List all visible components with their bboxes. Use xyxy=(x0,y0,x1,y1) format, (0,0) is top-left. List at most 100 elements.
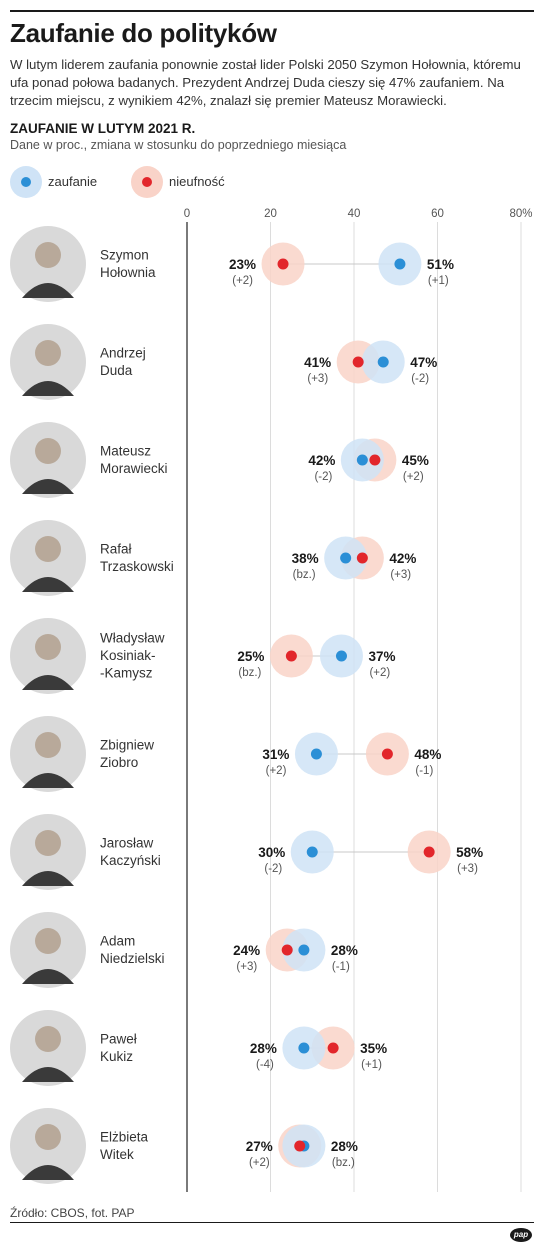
distrust-dot xyxy=(352,356,364,368)
politician-name: Andrzej xyxy=(100,345,146,360)
distrust-dot xyxy=(277,258,289,270)
politician-name: Jarosław xyxy=(100,835,154,850)
distrust-dot xyxy=(423,846,435,858)
portrait-suit xyxy=(22,381,74,396)
distrust-change-label: (+2) xyxy=(249,1157,270,1169)
trust-dot xyxy=(306,846,318,858)
politician-name: Hołownia xyxy=(100,265,156,280)
tick-label: 80% xyxy=(509,208,532,220)
trust-change-label: (-2) xyxy=(411,373,429,385)
legend: zaufanie nieufność xyxy=(10,166,310,198)
portrait-face xyxy=(35,634,61,660)
distrust-value-label: 24% xyxy=(233,943,260,958)
tick-label: 60 xyxy=(431,208,444,220)
politician-name: Morawiecki xyxy=(100,461,168,476)
distrust-value-label: 27% xyxy=(246,1139,273,1154)
distrust-value-label: 45% xyxy=(402,453,429,468)
trust-dot xyxy=(310,748,322,760)
politician-name: Paweł xyxy=(100,1031,137,1046)
distrust-value-label: 48% xyxy=(414,747,441,762)
portrait-face xyxy=(35,830,61,856)
trust-value-label: 30% xyxy=(258,845,285,860)
politician-name: Władysław xyxy=(100,631,165,646)
politician-name: Ziobro xyxy=(100,755,138,770)
trust-dot xyxy=(298,944,310,956)
portrait-suit xyxy=(22,577,74,592)
trust-dot xyxy=(340,552,352,564)
politician-name: Rafał xyxy=(100,541,132,556)
tick-label: 0 xyxy=(184,208,190,220)
portrait-suit xyxy=(22,283,74,298)
trust-value-label: 28% xyxy=(331,1139,358,1154)
portrait-face xyxy=(35,340,61,366)
distrust-value-label: 58% xyxy=(456,845,483,860)
distrust-dot xyxy=(294,1140,306,1152)
distrust-change-label: (+3) xyxy=(390,569,411,581)
distrust-change-label: (+2) xyxy=(403,471,424,483)
politician-name: Duda xyxy=(100,363,133,378)
politician-name: Elżbieta xyxy=(100,1129,149,1144)
tick-label: 40 xyxy=(348,208,361,220)
trust-dot xyxy=(298,1042,310,1054)
trust-change-label: (-1) xyxy=(332,961,350,973)
distrust-value-label: 35% xyxy=(360,1041,387,1056)
trust-dot xyxy=(356,454,368,466)
portrait-face xyxy=(35,732,61,758)
distrust-value-label: 41% xyxy=(304,355,331,370)
distrust-value-label: 23% xyxy=(229,257,256,272)
trust-dot xyxy=(335,650,347,662)
distrust-change-label: (+3) xyxy=(457,863,478,875)
trust-change-label: (+2) xyxy=(266,765,287,777)
trust-change-label: (+1) xyxy=(428,275,449,287)
tick-label: 20 xyxy=(264,208,277,220)
distrust-change-label: (-1) xyxy=(415,765,433,777)
trust-dot xyxy=(394,258,406,270)
portrait-suit xyxy=(22,969,74,984)
distrust-change-label: (+3) xyxy=(307,373,328,385)
portrait-face xyxy=(35,438,61,464)
politician-name: Kaczyński xyxy=(100,853,161,868)
portrait-suit xyxy=(22,479,74,494)
trust-value-label: 51% xyxy=(427,257,454,272)
portrait-suit xyxy=(22,1165,74,1180)
portrait-face xyxy=(35,928,61,954)
trust-value-label: 28% xyxy=(331,943,358,958)
legend-label-distrust: nieufność xyxy=(169,174,225,189)
politician-name: Witek xyxy=(100,1147,134,1162)
distrust-dot xyxy=(356,552,368,564)
trust-value-label: 37% xyxy=(368,649,395,664)
chart-note: Dane w proc., zmiana w stosunku do poprz… xyxy=(10,138,347,152)
bottom-rule xyxy=(10,1222,534,1223)
distrust-dot xyxy=(281,944,293,956)
portrait-suit xyxy=(22,675,74,690)
politician-name: Szymon xyxy=(100,247,149,262)
trust-change-label: (bz.) xyxy=(332,1157,355,1169)
portrait-suit xyxy=(22,871,74,886)
portrait-face xyxy=(35,1124,61,1150)
distrust-dot-swatch xyxy=(142,177,152,187)
portrait-face xyxy=(35,242,61,268)
portrait-face xyxy=(35,536,61,562)
portrait-suit xyxy=(22,773,74,788)
distrust-value-label: 25% xyxy=(237,649,264,664)
chart-subhead: ZAUFANIE W LUTYM 2021 R. xyxy=(10,121,196,136)
trust-value-label: 47% xyxy=(410,355,437,370)
pap-logo: pap xyxy=(510,1228,532,1242)
trust-dot xyxy=(377,356,389,368)
trust-change-label: (bz.) xyxy=(293,569,316,581)
trust-value-label: 42% xyxy=(308,453,335,468)
politician-name: Adam xyxy=(100,933,135,948)
distrust-change-label: (+1) xyxy=(361,1059,382,1071)
trust-value-label: 31% xyxy=(262,747,289,762)
portrait-suit xyxy=(22,1067,74,1082)
politician-name: Zbigniew xyxy=(100,737,154,752)
distrust-dot xyxy=(285,650,297,662)
distrust-change-label: (+3) xyxy=(236,961,257,973)
politician-name: Niedzielski xyxy=(100,951,165,966)
trust-change-label: (+2) xyxy=(369,667,390,679)
legend-label-trust: zaufanie xyxy=(48,174,98,189)
politician-name: Kosiniak- xyxy=(100,648,156,663)
trust-value-label: 28% xyxy=(250,1041,277,1056)
top-rule xyxy=(10,10,534,12)
